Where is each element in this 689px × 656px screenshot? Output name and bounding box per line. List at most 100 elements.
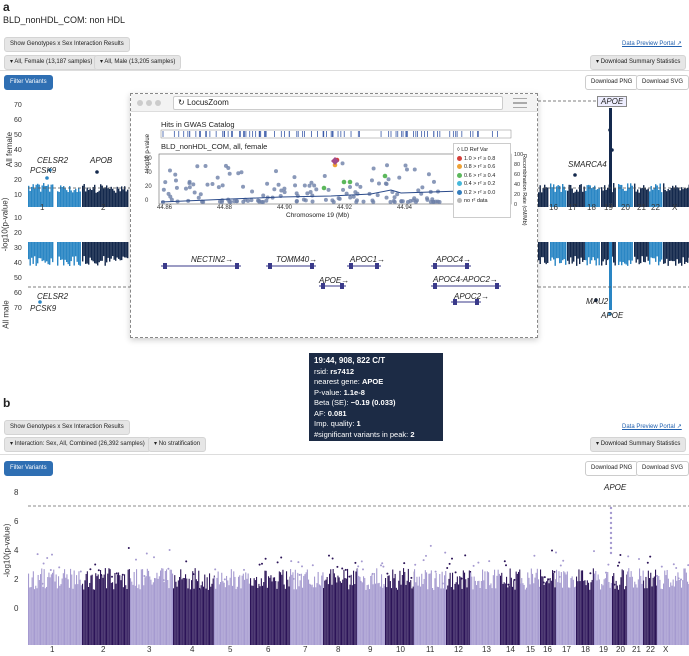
- lz-point: [411, 198, 416, 203]
- chrom-tick-b: 13: [482, 645, 491, 654]
- gene-label-apoe-top[interactable]: APOE: [597, 96, 628, 107]
- bar-b: [148, 570, 150, 645]
- panel-a-letter: a: [3, 0, 10, 14]
- bar-b: [201, 581, 203, 645]
- bar-top: [539, 185, 541, 207]
- bar-b: [146, 568, 148, 645]
- bar-b: [624, 589, 626, 645]
- bar-b: [251, 585, 253, 645]
- lz-point: [295, 194, 300, 199]
- lz-point: [310, 193, 315, 198]
- filter-variants-button[interactable]: Filter Variants: [4, 75, 53, 90]
- lz-point: [371, 166, 376, 171]
- download-png-button-b[interactable]: Download PNG: [585, 461, 639, 476]
- bar-b: [405, 584, 407, 645]
- bar-b: [265, 570, 267, 645]
- bar-b: [467, 577, 469, 645]
- show-genotypes-button[interactable]: Show Genotypes x Sex Interaction Results: [4, 37, 130, 52]
- bar-b: [173, 588, 175, 645]
- bar-b: [641, 583, 643, 645]
- point-b: [331, 557, 334, 560]
- bar-b: [302, 587, 304, 645]
- bar-top: [583, 186, 585, 207]
- bar-b: [77, 584, 79, 645]
- bar-bottom: [567, 242, 569, 261]
- download-summary-button[interactable]: ▾ Download Summary Statistics: [590, 55, 687, 70]
- bar-bottom: [61, 242, 63, 260]
- point-b: [454, 571, 457, 574]
- point-b: [607, 563, 610, 566]
- bar-b: [386, 587, 388, 645]
- locuszoom-window[interactable]: ↻ LocusZoom Hits in GWAS Catalog BLD_non…: [130, 93, 538, 338]
- bar-b: [370, 575, 372, 645]
- stratification-select[interactable]: ▾ No stratification: [148, 437, 207, 452]
- bar-b: [594, 573, 596, 645]
- bar-b: [192, 571, 194, 645]
- locuszoom-urlbar[interactable]: ↻ LocusZoom: [173, 96, 503, 110]
- bar-top: [637, 189, 639, 207]
- bar-b: [354, 584, 356, 645]
- lz-point: [354, 182, 359, 187]
- bar-b: [600, 589, 602, 645]
- point-b: [507, 583, 510, 586]
- show-genotypes-button-b[interactable]: Show Genotypes x Sex Interaction Results: [4, 420, 130, 435]
- bar-b: [432, 588, 434, 645]
- bar-b: [80, 585, 82, 645]
- point-b: [319, 585, 321, 588]
- legend-label: no r² data: [464, 198, 488, 204]
- bar-b: [304, 574, 306, 645]
- bar-bottom: [672, 242, 674, 262]
- bar-b: [157, 578, 159, 645]
- male-select[interactable]: ▾ All, Male (13,205 samples): [94, 55, 182, 70]
- lz-point: [348, 195, 353, 200]
- bar-b: [670, 582, 672, 645]
- download-svg-button-b[interactable]: Download SVG: [636, 461, 689, 476]
- data-preview-link-b[interactable]: Data Preview Portal ↗: [622, 424, 682, 430]
- gene-apoc4: APOC4→: [436, 255, 472, 264]
- window-dot-1[interactable]: [137, 100, 143, 106]
- tooltip-position: 19:44, 908, 822 C/T: [314, 356, 386, 365]
- legend-item: 0.4 > r² ≥ 0.2: [457, 180, 507, 189]
- window-dot-2[interactable]: [146, 100, 152, 106]
- bar-b: [306, 569, 308, 645]
- download-summary-button-b[interactable]: ▾ Download Summary Statistics: [590, 437, 687, 452]
- bar-b: [144, 577, 146, 645]
- bar-b: [137, 588, 139, 645]
- point-b: [472, 564, 475, 567]
- bar-bottom: [605, 242, 607, 266]
- hamburger-menu-icon[interactable]: [513, 98, 527, 108]
- bar-top: [605, 189, 607, 207]
- bar-top: [29, 190, 31, 207]
- bar-b: [410, 580, 412, 645]
- bar-top: [94, 184, 96, 207]
- bar-b: [616, 585, 618, 645]
- point-b: [41, 582, 44, 585]
- bar-b: [504, 583, 506, 645]
- bar-top: [594, 185, 596, 207]
- bar-b: [338, 577, 340, 645]
- bar-top: [658, 189, 660, 207]
- apoe-peak-b: [609, 511, 613, 515]
- bar-b: [94, 589, 96, 645]
- female-select[interactable]: ▾ All, Female (13,187 samples): [4, 55, 99, 70]
- bar-b: [182, 577, 184, 645]
- window-dot-3[interactable]: [155, 100, 161, 106]
- bar-b: [110, 582, 112, 645]
- bar-b: [422, 584, 424, 645]
- point-b: [422, 559, 425, 562]
- interaction-select[interactable]: ▾ Interaction: Sex, All, Combined (26,39…: [4, 437, 151, 452]
- data-preview-link[interactable]: Data Preview Portal ↗: [622, 41, 682, 47]
- legend-title: ◊ LD Ref Var: [457, 147, 489, 153]
- filter-variants-button-b[interactable]: Filter Variants: [4, 461, 53, 476]
- bar-top: [115, 192, 117, 207]
- bar-top: [588, 184, 590, 207]
- bar-b: [320, 586, 322, 645]
- bar-bottom: [635, 242, 637, 263]
- bar-b: [429, 573, 431, 645]
- bar-bottom: [66, 242, 68, 262]
- bar-b: [324, 580, 326, 645]
- lz-x-tick: 44.90: [277, 205, 293, 211]
- lz-y-tick: 60: [145, 156, 152, 162]
- bar-b: [207, 589, 209, 645]
- reload-icon[interactable]: ↻: [178, 98, 185, 107]
